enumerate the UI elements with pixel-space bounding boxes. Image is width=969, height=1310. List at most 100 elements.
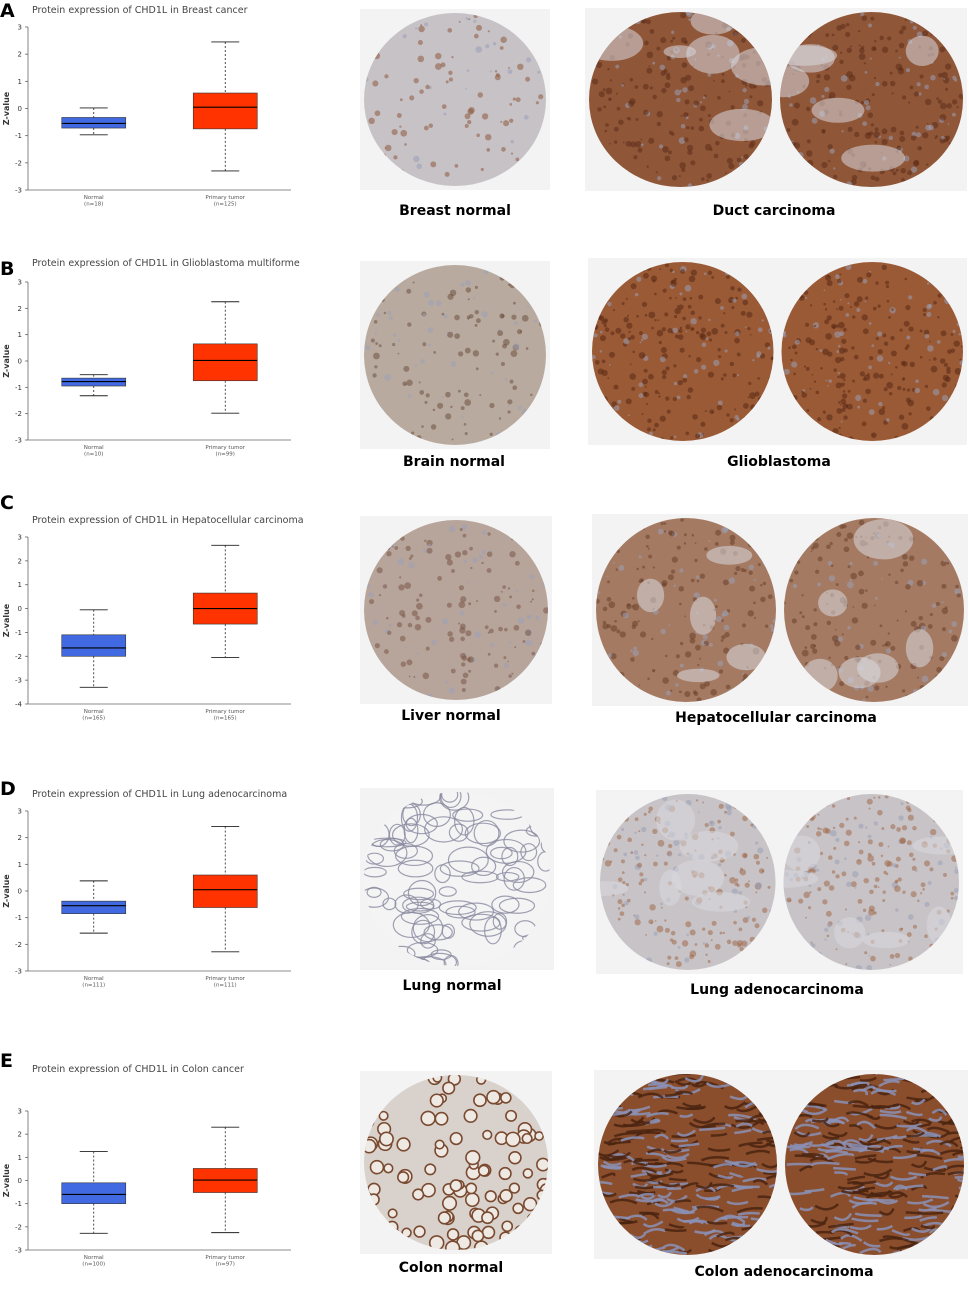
caption-normal: Breast normal xyxy=(399,203,511,219)
box-normal xyxy=(61,107,127,136)
x-category-label: Normal xyxy=(84,976,104,982)
iqr-box xyxy=(192,874,258,908)
x-category-label: Normal xyxy=(84,709,104,715)
y-tick-label: -2 xyxy=(15,159,22,167)
y-axis-label: Z-value xyxy=(2,603,11,637)
y-tick-label: 2 xyxy=(18,557,22,565)
y-tick-label: -2 xyxy=(15,941,22,949)
tissue-image-tumor xyxy=(596,790,963,974)
tissue-image-normal xyxy=(360,788,554,970)
panel-b: B Protein expression of CHD1L in Glioblas… xyxy=(0,258,969,518)
panel-label: D xyxy=(0,778,16,800)
box-primary-tumor xyxy=(192,826,258,953)
y-tick-label: 1 xyxy=(18,78,22,86)
tissue-image-normal xyxy=(360,516,552,704)
tissue-image-tumor xyxy=(592,514,968,706)
caption-normal: Colon normal xyxy=(398,1260,504,1276)
y-tick-label: -3 xyxy=(15,1247,22,1255)
x-category-label: Primary tumor xyxy=(205,1255,245,1261)
tissue-image-tumor xyxy=(588,258,967,445)
y-tick-label: 2 xyxy=(18,305,22,313)
panel-d: D Protein expression of CHD1L in Lung ade… xyxy=(0,778,969,1038)
box-normal xyxy=(61,1151,127,1234)
y-tick-label: 2 xyxy=(18,51,22,59)
caption-normal: Lung normal xyxy=(402,978,502,994)
x-category-count: (n=100) xyxy=(82,1262,105,1268)
y-axis-label: Z-value xyxy=(2,874,11,908)
x-category-label: Normal xyxy=(84,445,104,451)
y-tick-label: 0 xyxy=(18,105,22,113)
panel-label: C xyxy=(0,492,14,514)
tissue-image-tumor xyxy=(594,1070,968,1259)
y-tick-label: 0 xyxy=(18,1177,22,1185)
y-tick-label: 0 xyxy=(18,888,22,896)
x-category-count: (n=165) xyxy=(214,716,237,722)
iqr-box xyxy=(61,1182,127,1204)
box-plot: Protein expression of CHD1L in Colon can… xyxy=(2,1064,291,1268)
caption-normal: Brain normal xyxy=(403,454,505,470)
y-tick-label: -1 xyxy=(15,384,22,392)
y-tick-label: 2 xyxy=(18,1131,22,1139)
box-normal xyxy=(61,374,127,397)
iqr-box xyxy=(192,343,258,382)
box-plot: Protein expression of CHD1L in Hepatocel… xyxy=(2,515,304,722)
tissue-image-normal xyxy=(360,9,550,190)
box-plot: Protein expression of CHD1L in Lung aden… xyxy=(2,789,291,989)
box-primary-tumor xyxy=(192,1126,258,1234)
x-category-count: (n=165) xyxy=(82,716,105,722)
y-tick-label: 3 xyxy=(18,279,22,287)
x-category-count: (n=97) xyxy=(216,1262,235,1268)
x-category-label: Primary tumor xyxy=(205,195,245,201)
iqr-box xyxy=(61,900,127,914)
caption-tumor: Colon adenocarcinoma xyxy=(694,1264,874,1280)
y-tick-label: -2 xyxy=(15,1223,22,1231)
y-tick-label: -1 xyxy=(15,1200,22,1208)
panel-label: A xyxy=(0,0,15,22)
y-axis-label: Z-value xyxy=(2,344,11,378)
y-tick-label: 2 xyxy=(18,834,22,842)
chart-title: Protein expression of CHD1L in Breast ca… xyxy=(32,5,248,16)
iqr-box xyxy=(192,92,258,130)
y-tick-label: 0 xyxy=(18,358,22,366)
x-category-label: Primary tumor xyxy=(205,976,245,982)
box-primary-tumor xyxy=(192,544,258,658)
box-primary-tumor xyxy=(192,301,258,414)
caption-normal: Liver normal xyxy=(401,708,501,724)
chart-title: Protein expression of CHD1L in Lung aden… xyxy=(32,789,287,800)
tissue-image-tumor xyxy=(585,8,967,191)
y-tick-label: -2 xyxy=(15,410,22,418)
caption-tumor: Lung adenocarcinoma xyxy=(690,982,864,998)
x-category-label: Normal xyxy=(84,195,104,201)
y-tick-label: -2 xyxy=(15,653,22,661)
box-plot: Protein expression of CHD1L in Breast ca… xyxy=(2,5,291,208)
panel-c: C Protein expression of CHD1L in Hepatoce… xyxy=(0,492,969,752)
tissue-image-normal xyxy=(360,261,550,449)
y-tick-label: -3 xyxy=(15,437,22,445)
y-tick-label: 1 xyxy=(18,331,22,339)
panel-label: E xyxy=(0,1050,13,1072)
y-tick-label: -1 xyxy=(15,914,22,922)
y-tick-label: -3 xyxy=(15,187,22,195)
box-normal xyxy=(61,880,127,934)
y-tick-label: -4 xyxy=(15,701,23,709)
y-tick-label: -3 xyxy=(15,677,22,685)
chart-title: Protein expression of CHD1L in Colon can… xyxy=(32,1064,244,1075)
caption-tumor: Glioblastoma xyxy=(727,454,831,470)
y-tick-label: 1 xyxy=(18,861,22,869)
panel-label: B xyxy=(0,258,15,280)
chart-title: Protein expression of CHD1L in Glioblast… xyxy=(32,258,300,269)
y-tick-label: 1 xyxy=(18,1154,22,1162)
y-tick-label: -1 xyxy=(15,629,22,637)
y-axis-label: Z-value xyxy=(2,91,11,125)
x-category-count: (n=18) xyxy=(84,202,103,208)
x-category-label: Primary tumor xyxy=(205,445,245,451)
y-tick-label: 3 xyxy=(18,534,22,542)
x-category-count: (n=10) xyxy=(84,452,103,458)
box-plot: Protein expression of CHD1L in Glioblast… xyxy=(2,258,300,458)
y-tick-label: -3 xyxy=(15,968,22,976)
caption-tumor: Duct carcinoma xyxy=(712,203,836,219)
y-tick-label: 3 xyxy=(18,1108,22,1116)
y-tick-label: 0 xyxy=(18,605,22,613)
y-tick-label: 1 xyxy=(18,581,22,589)
x-category-label: Primary tumor xyxy=(205,709,245,715)
